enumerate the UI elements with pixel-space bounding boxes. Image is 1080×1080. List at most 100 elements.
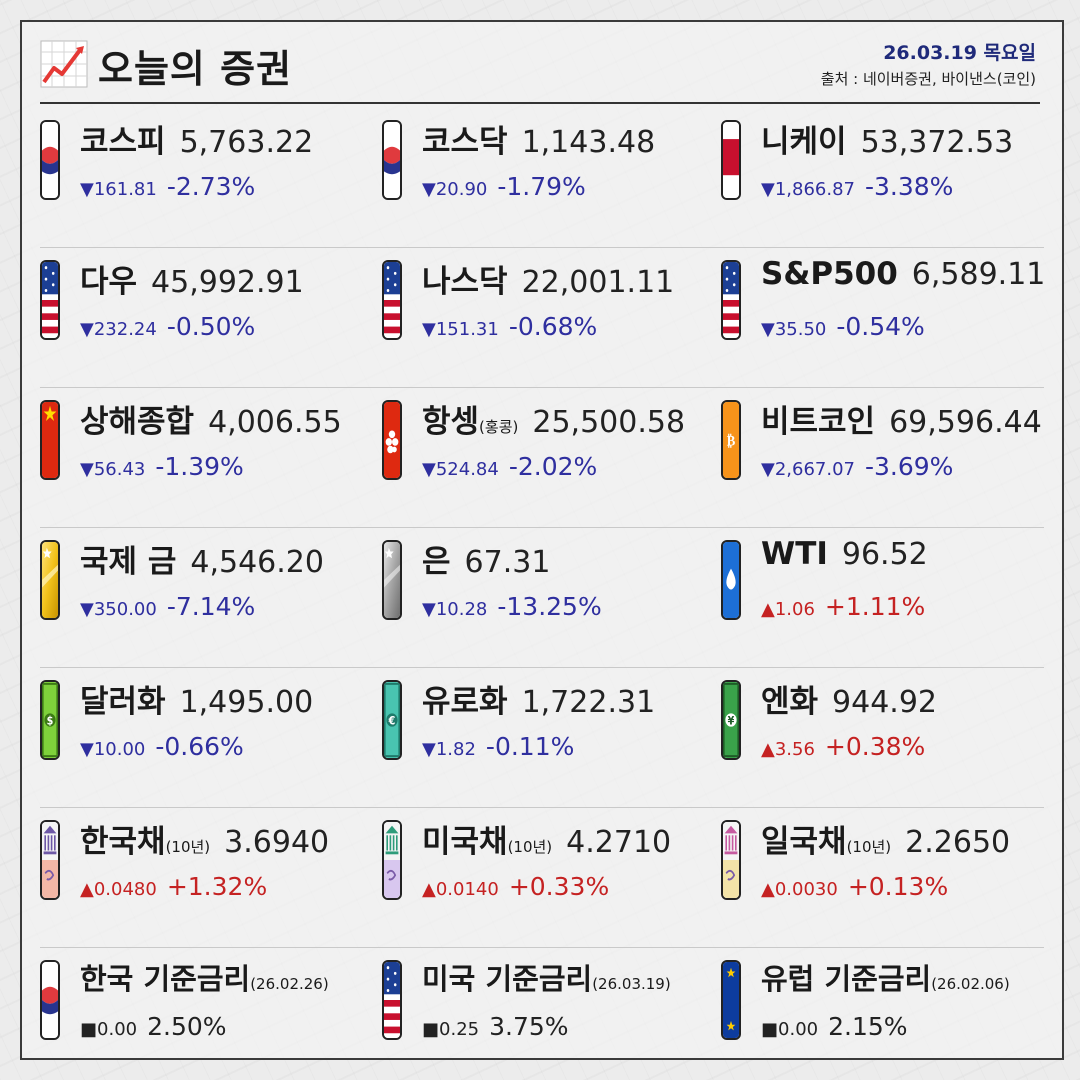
change-amount: 524.84 (435, 459, 499, 480)
market-grid: 코스피 5,763.22 ▼161.81 -2.73% 코스닥 1,143.48 ▼2… (40, 108, 1045, 1080)
item-name: 미국 기준금리 (422, 962, 593, 996)
korea-flag-icon (382, 120, 402, 200)
change-arrow: ▲ (80, 879, 94, 900)
item-value: 5,763.22 (179, 125, 314, 160)
hongkong-flag-icon (382, 400, 402, 480)
change-amount: 151.31 (435, 319, 499, 340)
item-name-line: 일국채(10년) 2.2650 (761, 816, 1010, 861)
item-value: 4,006.55 (208, 405, 342, 440)
change-arrow: ■ (761, 1019, 779, 1040)
change-percent: -0.50% (166, 312, 256, 341)
item-value: 22,001.11 (521, 265, 675, 300)
usa-flag-icon (382, 260, 402, 340)
change-arrow: ▼ (80, 739, 94, 760)
item-name-line: 엔화 944.92 (761, 676, 937, 721)
usa-flag-icon (721, 260, 741, 340)
item-change: ▼232.24 -0.50% (80, 312, 255, 341)
china-flag-icon (40, 400, 60, 480)
change-arrow: ▼ (80, 459, 94, 480)
item-change: ▼524.84 -2.02% (422, 452, 597, 481)
change-percent: +1.11% (824, 592, 926, 621)
change-arrow: ■ (422, 1019, 440, 1040)
change-percent: -0.66% (155, 732, 244, 761)
item-name-line: 한국채(10년) 3.6940 (80, 816, 329, 861)
silver-bar-icon (382, 540, 402, 620)
change-arrow: ▼ (761, 319, 775, 340)
market-item: 유럽 기준금리(26.02.06) ■0.00 2.15% (721, 948, 1056, 1080)
change-percent: -0.54% (836, 312, 925, 341)
item-name: 다우 (80, 264, 138, 300)
market-item: $ 달러화 1,495.00 ▼10.00 -0.66% (40, 668, 375, 808)
item-name-line: 비트코인 69,596.44 (761, 396, 1042, 441)
change-amount: 10.00 (93, 739, 146, 760)
change-arrow: ▲ (422, 879, 436, 900)
item-change: ■0.25 3.75% (422, 1012, 569, 1041)
change-amount: 10.28 (435, 599, 488, 620)
market-item: ₿ 비트코인 69,596.44 ▼2,667.07 -3.69% (721, 388, 1056, 528)
item-name-line: 미국채(10년) 4.2710 (422, 816, 671, 861)
korea-bond-icon (40, 820, 60, 900)
item-change: ▼35.50 -0.54% (761, 312, 925, 341)
change-amount: 2,667.07 (774, 459, 855, 480)
korea-flag-icon (40, 960, 60, 1040)
change-amount: 20.90 (435, 179, 488, 200)
item-name-line: 다우 45,992.91 (80, 256, 304, 301)
change-amount: 3.56 (774, 739, 815, 760)
market-item: 니케이 53,372.53 ▼1,866.87 -3.38% (721, 108, 1056, 248)
market-item: 나스닥 22,001.11 ▼151.31 -0.68% (382, 248, 717, 388)
item-name: 국제 금 (80, 544, 177, 580)
item-name-line: 상해종합 4,006.55 (80, 396, 342, 441)
usa-flag-icon (382, 960, 402, 1040)
item-name: 한국채 (80, 824, 166, 860)
market-item: 국제 금 4,546.20 ▼350.00 -7.14% (40, 528, 375, 668)
change-amount: 1.82 (435, 739, 476, 760)
item-value: 4,546.20 (190, 545, 324, 580)
change-amount: 161.81 (93, 179, 157, 200)
item-name-line: 은 67.31 (422, 536, 550, 581)
data-source: 출처 : 네이버증권, 바이낸스(코인) (820, 70, 1036, 88)
change-percent: -3.38% (865, 172, 954, 201)
item-name: 은 (422, 544, 451, 580)
item-subtitle: (홍콩) (479, 418, 519, 436)
market-item: 미국채(10년) 4.2710 ▲0.0140 +0.33% (382, 808, 717, 948)
market-item: 다우 45,992.91 ▼232.24 -0.50% (40, 248, 375, 388)
item-change: ▲3.56 +0.38% (761, 732, 925, 761)
change-arrow: ▼ (761, 459, 775, 480)
item-name-line: S&P500 6,589.11 (761, 256, 1045, 292)
item-change: ▼10.00 -0.66% (80, 732, 244, 761)
item-name: 비트코인 (761, 404, 876, 440)
market-item: 미국 기준금리(26.03.19) ■0.25 3.75% (382, 948, 717, 1080)
oil-drop-icon (721, 540, 741, 620)
change-percent: +0.38% (824, 732, 926, 761)
item-value: 25,500.58 (532, 405, 686, 440)
item-name: 유로화 (422, 684, 508, 720)
change-arrow: ▼ (80, 599, 94, 620)
item-name-line: 한국 기준금리(26.02.26) (80, 956, 329, 998)
us-bond-icon (382, 820, 402, 900)
item-name: 코스피 (80, 124, 166, 160)
change-arrow: ▲ (761, 599, 775, 620)
market-item: 한국채(10년) 3.6940 ▲0.0480 +1.32% (40, 808, 375, 948)
item-value: 67.31 (464, 545, 551, 580)
item-subtitle: (26.03.19) (592, 975, 671, 993)
market-item: WTI 96.52 ▲1.06 +1.11% (721, 528, 1056, 668)
change-arrow: ▼ (422, 179, 436, 200)
item-name-line: 유로화 1,722.31 (422, 676, 655, 721)
korea-flag-icon (40, 120, 60, 200)
change-percent: -1.39% (155, 452, 244, 481)
item-name: 항셍 (422, 404, 480, 440)
item-change: ▲0.0480 +1.32% (80, 872, 267, 901)
change-percent: -0.11% (485, 732, 575, 761)
market-item: 항셍(홍콩) 25,500.58 ▼524.84 -2.02% (382, 388, 717, 528)
item-value: 3.6940 (224, 825, 330, 860)
item-name-line: 유럽 기준금리(26.02.06) (761, 956, 1010, 998)
item-name: S&P500 (761, 256, 898, 292)
item-name: 일국채 (761, 824, 847, 860)
market-row: 상해종합 4,006.55 ▼56.43 -1.39% 항셍(홍콩) 25,500.5… (40, 388, 1044, 528)
item-subtitle: (10년) (846, 838, 892, 856)
item-name: 엔화 (761, 684, 819, 720)
item-name-line: WTI 96.52 (761, 536, 928, 572)
item-name-line: 국제 금 4,546.20 (80, 536, 324, 581)
change-arrow: ■ (80, 1019, 98, 1040)
change-amount: 0.0480 (93, 879, 157, 900)
